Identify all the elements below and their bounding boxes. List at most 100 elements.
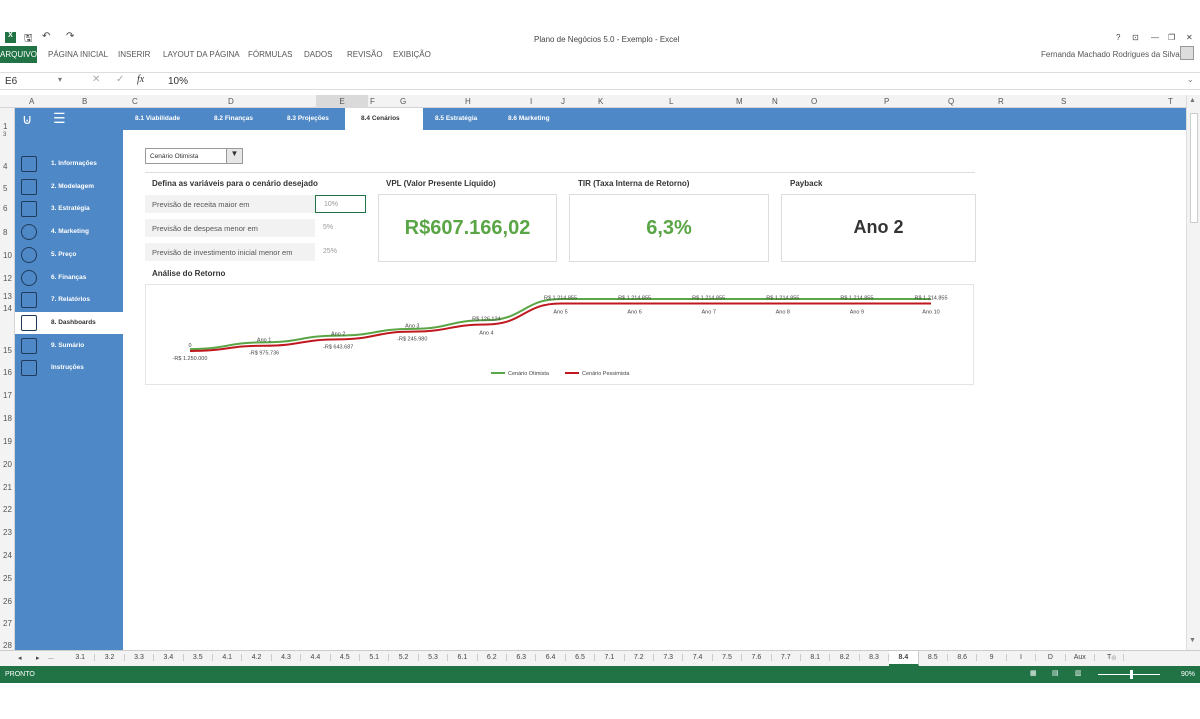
- sheet-tab[interactable]: 6.4: [536, 654, 566, 661]
- zoom-slider-handle[interactable]: [1130, 670, 1133, 679]
- tab-inserir[interactable]: INSERIR: [118, 50, 151, 59]
- scroll-down-icon[interactable]: ▼: [1189, 637, 1196, 644]
- tab-financas[interactable]: 8.2 Finanças: [214, 115, 254, 122]
- tab-viabilidade[interactable]: 8.1 Viabilidade: [135, 115, 181, 122]
- variable-input[interactable]: 10%: [315, 195, 366, 213]
- sidebar-item-estrategia[interactable]: 3. Estratégia: [15, 198, 123, 220]
- row-number[interactable]: 27: [3, 619, 12, 628]
- next-sheet-icon[interactable]: ▸: [36, 655, 40, 662]
- sheet-tab[interactable]: 6.1: [448, 654, 478, 661]
- sheet-tab[interactable]: 5.1: [360, 654, 390, 661]
- row-number[interactable]: 13: [3, 292, 12, 301]
- page-layout-icon[interactable]: ▤: [1052, 670, 1059, 677]
- scenario-select[interactable]: Cenário Otimista ▼: [145, 148, 243, 164]
- tab-arquivo[interactable]: ARQUIVO: [0, 46, 37, 63]
- chevron-down-icon[interactable]: ▼: [226, 149, 242, 163]
- col-p[interactable]: P: [884, 97, 890, 106]
- expand-formula-icon[interactable]: ⌄: [1187, 75, 1194, 84]
- close-icon[interactable]: ✕: [1186, 33, 1193, 42]
- tab-formulas[interactable]: FÓRMULAS: [248, 50, 293, 59]
- col-i[interactable]: I: [530, 97, 533, 106]
- sheet-tab[interactable]: 7.2: [625, 654, 654, 661]
- sheet-tab[interactable]: 5.2: [389, 654, 419, 661]
- sheet-tab[interactable]: 4.3: [272, 654, 302, 661]
- tab-estrategia[interactable]: 8.5 Estratégia: [435, 115, 478, 122]
- tab-dados[interactable]: DADOS: [304, 50, 333, 59]
- col-o[interactable]: O: [811, 97, 818, 106]
- more-sheets-icon[interactable]: ...: [48, 654, 54, 661]
- sheet-tab[interactable]: I: [1007, 654, 1037, 661]
- sheet-tab[interactable]: 6.3: [507, 654, 537, 661]
- sidebar-item-sumario[interactable]: 9. Sumário: [15, 335, 123, 357]
- col-k[interactable]: K: [598, 97, 604, 106]
- sidebar-item-relatorios[interactable]: 7. Relatórios: [15, 289, 123, 311]
- row-number[interactable]: 26: [3, 597, 12, 606]
- scroll-thumb[interactable]: [1190, 113, 1198, 223]
- col-n[interactable]: N: [772, 97, 778, 106]
- menu-icon[interactable]: ☰: [53, 110, 66, 126]
- sidebar-item-instrucoes[interactable]: Instruções: [15, 357, 123, 379]
- scroll-up-icon[interactable]: ▲: [1189, 97, 1196, 104]
- tab-projecoes[interactable]: 8.3 Projeções: [287, 115, 329, 122]
- sidebar-item-financas[interactable]: 6. Finanças: [15, 267, 123, 289]
- cancel-icon[interactable]: ✕: [92, 74, 101, 85]
- sheet-tab[interactable]: 8.3: [860, 654, 890, 661]
- zoom-slider[interactable]: [1098, 674, 1160, 675]
- tab-revisao[interactable]: REVISÃO: [347, 50, 383, 59]
- minimize-icon[interactable]: —: [1151, 33, 1159, 42]
- col-c[interactable]: C: [132, 97, 138, 106]
- row-number[interactable]: 14: [3, 304, 12, 313]
- row-number[interactable]: 20: [3, 460, 12, 469]
- sheet-tab[interactable]: 6.5: [566, 654, 596, 661]
- col-g[interactable]: G: [400, 97, 407, 106]
- tab-layout[interactable]: LAYOUT DA PÁGINA: [163, 50, 240, 59]
- sheet-tab[interactable]: 8.1: [801, 654, 831, 661]
- row-number[interactable]: 12: [3, 274, 12, 283]
- row-number[interactable]: 15: [3, 346, 12, 355]
- sheet-tab[interactable]: 7.6: [742, 654, 772, 661]
- sheet-tab[interactable]: T: [1095, 654, 1125, 661]
- tab-exibicao[interactable]: EXIBIÇÃO: [393, 50, 431, 59]
- undo-icon[interactable]: ↶: [42, 31, 51, 42]
- sheet-tab[interactable]: 4.4: [301, 654, 331, 661]
- tab-marketing[interactable]: 8.6 Marketing: [508, 115, 550, 122]
- sheet-tab[interactable]: 6.2: [478, 654, 507, 661]
- row-number[interactable]: 23: [3, 528, 12, 537]
- col-f[interactable]: F: [370, 97, 375, 106]
- page-break-icon[interactable]: ▥: [1075, 670, 1082, 677]
- tab-pagina-inicial[interactable]: PÁGINA INICIAL: [48, 50, 109, 59]
- sheet-tab[interactable]: 8.5: [919, 654, 948, 661]
- sheet-tab[interactable]: 3.3: [125, 654, 155, 661]
- col-e[interactable]: E: [316, 95, 368, 108]
- col-q[interactable]: Q: [948, 97, 955, 106]
- row-number[interactable]: 19: [3, 437, 12, 446]
- sidebar-item-preco[interactable]: 5. Preço: [15, 244, 123, 266]
- row-number[interactable]: 6: [3, 204, 8, 213]
- vertical-scrollbar[interactable]: ▲ ▼: [1186, 95, 1200, 650]
- row-number[interactable]: 21: [3, 483, 12, 492]
- sheet-tab[interactable]: 4.2: [242, 654, 272, 661]
- sheet-tab[interactable]: 7.4: [683, 654, 713, 661]
- normal-view-icon[interactable]: ▦: [1030, 670, 1037, 677]
- col-j[interactable]: J: [561, 97, 565, 106]
- sheet-tab[interactable]: 5.3: [419, 654, 449, 661]
- chevron-down-icon[interactable]: ▾: [58, 75, 63, 84]
- sheet-tab[interactable]: D: [1036, 654, 1066, 661]
- sheet-tab[interactable]: 4.1: [213, 654, 243, 661]
- col-b[interactable]: B: [82, 97, 88, 106]
- save-icon[interactable]: 🖫: [24, 33, 33, 44]
- variable-input[interactable]: 25%: [315, 243, 366, 261]
- row-number[interactable]: 18: [3, 414, 12, 423]
- sheet-tab[interactable]: 4.5: [331, 654, 360, 661]
- sidebar-item-informacoes[interactable]: 1. Informações: [15, 153, 123, 175]
- function-icon[interactable]: fx: [137, 74, 145, 85]
- enter-icon[interactable]: ✓: [116, 74, 125, 85]
- row-number[interactable]: 8: [3, 228, 8, 237]
- row-number[interactable]: 10: [3, 251, 12, 260]
- variable-input[interactable]: 5%: [315, 219, 366, 237]
- tab-cenarios[interactable]: 8.4 Cenários: [345, 108, 423, 130]
- sheet-tab[interactable]: 7.5: [713, 654, 743, 661]
- sheet-tab[interactable]: Aux: [1066, 654, 1095, 661]
- user-name[interactable]: Fernanda Machado Rodrigues da Silva: [1041, 50, 1180, 59]
- row-number[interactable]: 3: [3, 132, 7, 138]
